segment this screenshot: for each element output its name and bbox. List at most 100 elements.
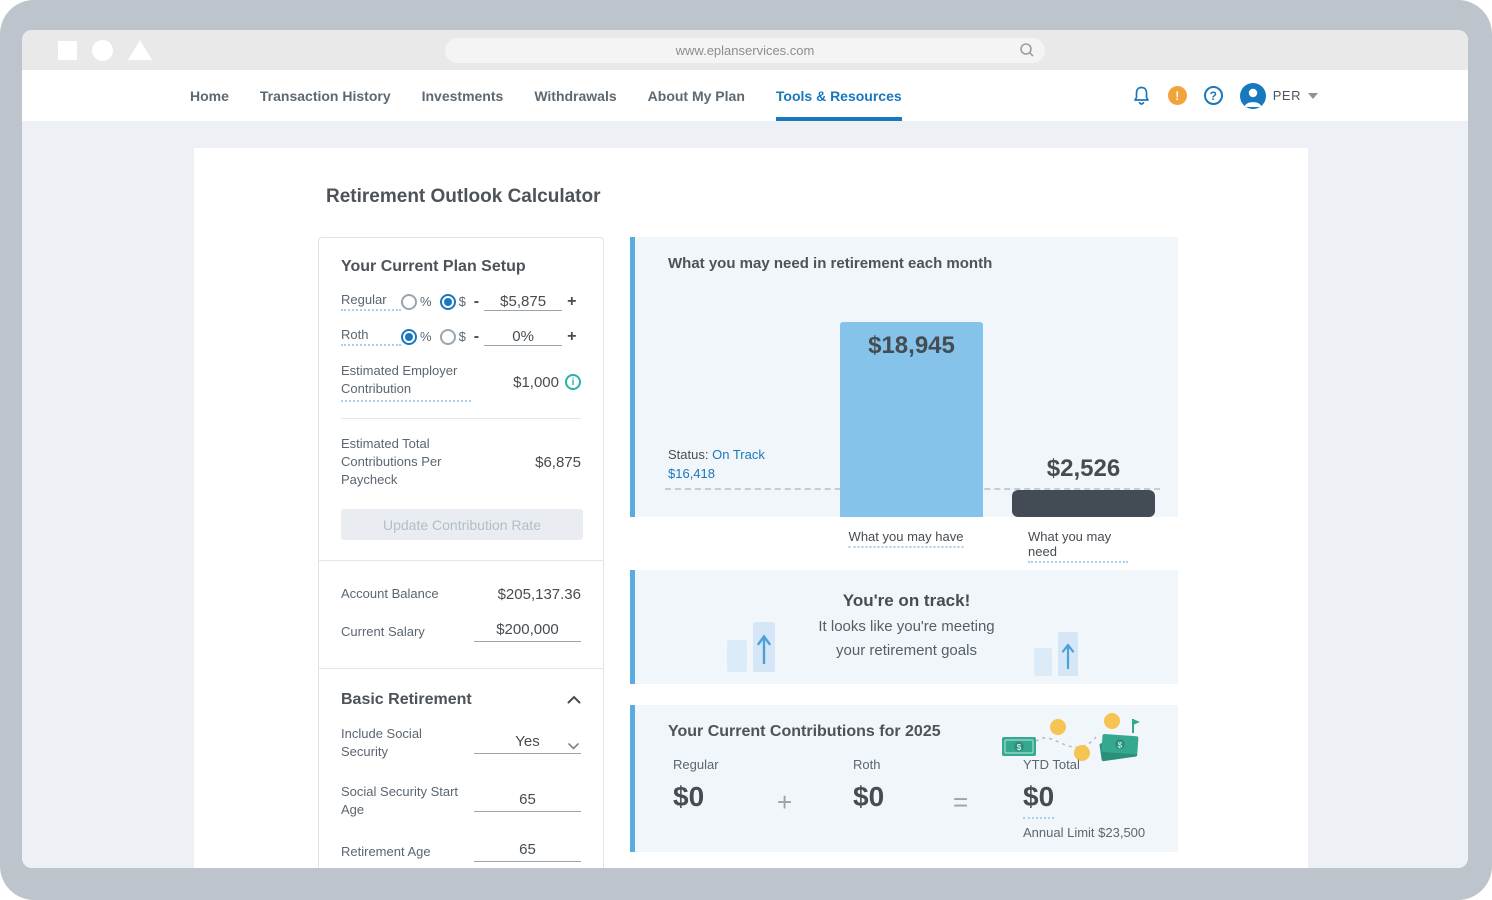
current-salary-input[interactable] [474, 621, 581, 642]
regular-amount-input[interactable] [484, 292, 563, 311]
results-column: What you may need in retirement each mon… [630, 237, 1178, 868]
retirement-chart-panel: What you may need in retirement each mon… [630, 237, 1178, 517]
nav-item-tools-resources[interactable]: Tools & Resources [775, 70, 902, 121]
dollar-unit-label: $ [458, 294, 466, 309]
chevron-up-icon[interactable] [567, 691, 581, 709]
bar-growth-icon [727, 622, 785, 677]
basic-retirement-heading: Basic Retirement [341, 691, 472, 708]
nav-item-investments[interactable]: Investments [421, 87, 504, 104]
user-menu[interactable]: PER [1239, 82, 1318, 109]
include-social-security-value[interactable] [474, 732, 581, 754]
info-icon[interactable]: i [565, 374, 581, 390]
have-value: $18,945 [868, 332, 955, 359]
bar-what-you-may-have[interactable]: $18,945 [840, 322, 983, 517]
nav-item-withdrawals[interactable]: Withdrawals [534, 87, 617, 104]
social-security-start-age-label: Social Security Start Age [341, 784, 459, 817]
bell-icon[interactable] [1132, 85, 1151, 106]
on-track-panel: You're on track! It looks like you're me… [630, 570, 1178, 684]
ytd-total-label: YTD Total [1023, 757, 1080, 772]
need-value: $2,526 [1046, 455, 1121, 482]
search-icon[interactable] [1019, 42, 1035, 61]
nav-item-about-my-plan[interactable]: About My Plan [647, 87, 745, 104]
triangle-icon [128, 40, 152, 60]
retirement-age-input[interactable] [474, 841, 581, 862]
status-label: Status: [668, 447, 709, 462]
include-social-security-row: Include Social Security [341, 725, 581, 761]
browser-chrome: www.eplanservices.com [22, 30, 1468, 70]
page-background: Retirement Outlook Calculator Your Curre… [22, 121, 1468, 868]
regular-contribution-row: Regular % $ - + [341, 292, 581, 311]
chevron-down-icon [1308, 92, 1318, 99]
account-balance-row: Account Balance $205,137.36 [341, 585, 581, 603]
divider [319, 668, 603, 669]
regular-dollar-radio[interactable] [439, 293, 456, 310]
account-balance-label: Account Balance [341, 586, 439, 601]
regular-minus-button[interactable]: - [473, 292, 480, 310]
plan-setup-panel: Your Current Plan Setup Regular % $ - [318, 237, 604, 868]
divider [341, 418, 581, 419]
ytd-total-value: $0 [1023, 781, 1055, 819]
plus-operator: + [777, 787, 793, 817]
content-card: Retirement Outlook Calculator Your Curre… [194, 148, 1308, 868]
social-security-start-age-input[interactable] [474, 790, 581, 812]
contributions-heading: Your Current Contributions for 2025 [668, 723, 941, 740]
browser-window: www.eplanservices.com Home Transaction H… [22, 30, 1468, 868]
roth-percent-radio[interactable] [401, 328, 417, 345]
have-axis-label: What you may have [848, 529, 964, 548]
regular-ytd-value: $0 [673, 781, 705, 812]
retirement-age-row: Retirement Age [341, 841, 581, 862]
status-block: Status: On Track $16,418 [668, 445, 765, 483]
bar-what-you-may-need[interactable] [1012, 490, 1155, 517]
on-track-line2: your retirement goals [836, 642, 977, 659]
regular-label: Regular [341, 292, 401, 311]
roth-plus-button[interactable]: + [567, 327, 577, 345]
nav-icons: ! ? PER [1132, 70, 1318, 121]
chart-title: What you may need in retirement each mon… [668, 255, 993, 272]
retirement-age-label: Retirement Age [341, 843, 431, 859]
window-controls [58, 30, 152, 70]
roth-ytd-label: Roth [853, 757, 881, 772]
employer-contribution-label: Estimated Employer Contribution [341, 362, 471, 402]
money-flow-icon: $ $ [1000, 711, 1140, 768]
update-contribution-rate-button[interactable]: Update Contribution Rate [341, 509, 583, 540]
user-name: PER [1272, 88, 1301, 103]
main-nav: Home Transaction History Investments Wit… [22, 70, 1468, 121]
roth-amount-input[interactable] [484, 327, 563, 346]
roth-dollar-radio[interactable] [439, 328, 456, 345]
employer-contribution-row: Estimated Employer Contribution $1,000 i [341, 362, 581, 402]
include-social-security-select[interactable] [474, 732, 581, 755]
circle-icon [92, 39, 113, 61]
alert-badge-icon[interactable]: ! [1167, 86, 1187, 105]
on-track-line1: It looks like you're meeting [818, 618, 995, 635]
nav-items: Home Transaction History Investments Wit… [190, 70, 902, 121]
current-salary-label: Current Salary [341, 623, 425, 639]
regular-ytd-block: Regular $0 [673, 757, 719, 813]
square-icon [58, 40, 77, 60]
roth-minus-button[interactable]: - [473, 327, 480, 345]
equals-operator: = [953, 787, 969, 817]
help-icon[interactable]: ? [1203, 86, 1223, 105]
reference-amount: $16,418 [668, 466, 715, 481]
nav-item-transaction-history[interactable]: Transaction History [259, 87, 391, 104]
status-value: On Track [712, 447, 765, 462]
svg-text:$: $ [1117, 740, 1123, 749]
include-social-security-label: Include Social Security [341, 726, 422, 759]
chevron-down-icon [568, 737, 579, 755]
regular-ytd-label: Regular [673, 757, 719, 772]
regular-plus-button[interactable]: + [567, 292, 577, 310]
annual-limit-label: Annual Limit $23,500 [1023, 825, 1146, 840]
nav-item-home[interactable]: Home [190, 87, 229, 104]
bar-growth-icon [1034, 632, 1086, 681]
address-bar[interactable]: www.eplanservices.com [445, 37, 1045, 63]
regular-percent-radio[interactable] [401, 293, 417, 310]
roth-contribution-row: Roth % $ - + [341, 327, 581, 346]
dollar-unit-label: $ [458, 329, 466, 344]
social-security-start-age-row: Social Security Start Age [341, 783, 581, 819]
contributions-panel: Your Current Contributions for 2025 $ [630, 705, 1178, 852]
roth-label: Roth [341, 327, 401, 346]
on-track-heading: You're on track! [842, 591, 971, 610]
total-contribution-value: $6,875 [535, 453, 581, 471]
roth-ytd-value: $0 [853, 781, 885, 812]
plan-setup-heading: Your Current Plan Setup [341, 258, 526, 275]
